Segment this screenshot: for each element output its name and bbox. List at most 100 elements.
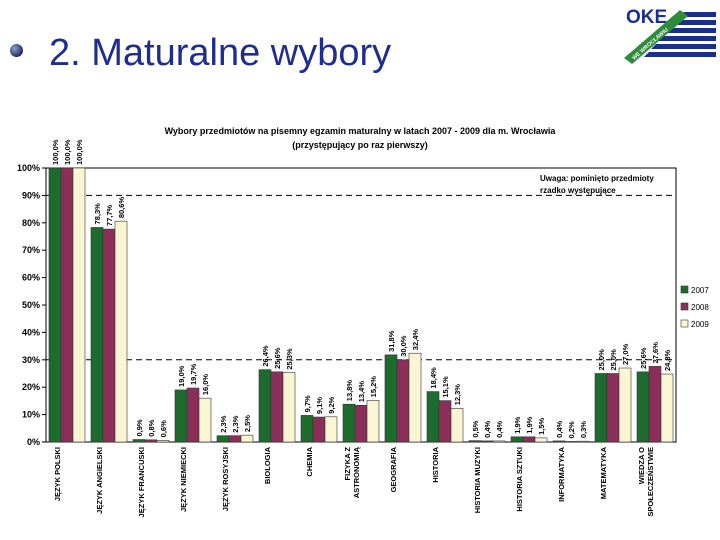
data-label: 19,7% <box>189 363 198 385</box>
bar-2007 <box>594 373 608 443</box>
chart-plot-area: 0% 10% 20% 30% 40% 50% 60% 70% 80% 90% 100% <box>17 163 677 447</box>
bar-2009 <box>114 220 128 443</box>
bar-2007 <box>258 369 272 443</box>
slide-title: 2. Maturalne wybory <box>10 32 391 75</box>
data-label: 26,4% <box>261 345 270 367</box>
bar-2009 <box>660 373 674 443</box>
x-tick-label: JĘZYK ROSYJSKI <box>221 447 230 511</box>
y-tick-label: 10% <box>22 410 40 420</box>
chart-annotation-line-2: rzadko występujące <box>540 186 616 195</box>
data-label: 32,4% <box>411 329 420 351</box>
data-label: 2,3% <box>231 415 240 432</box>
data-label: 0,5% <box>471 420 480 437</box>
bullet-icon <box>10 44 23 58</box>
bar-2008 <box>396 359 410 443</box>
data-label: 12,3% <box>453 384 462 406</box>
data-label: 0,4% <box>555 420 564 437</box>
data-label: 25,0% <box>597 349 606 371</box>
data-label: 0,9% <box>135 419 144 436</box>
chart-title: Wybory przedmiotów na pisemny egzamin ma… <box>165 126 557 136</box>
bar-2008 <box>186 387 200 443</box>
bar-2009 <box>156 440 170 443</box>
x-tick-label: JĘZYK NIEMIECKI <box>179 447 188 512</box>
bar-2008 <box>438 400 452 443</box>
chart-annotation-line-1: Uwaga: pominięto przedmioty <box>540 174 654 183</box>
logo-stripes <box>644 12 716 57</box>
data-label: 1,5% <box>537 417 546 434</box>
data-label: 24,8% <box>663 349 672 371</box>
bar-2008 <box>354 404 368 443</box>
bar-2008 <box>312 416 326 443</box>
data-label: 15,1% <box>441 376 450 398</box>
data-label: 9,7% <box>303 395 312 412</box>
y-tick-label: 30% <box>22 355 40 365</box>
y-tick-label: 50% <box>22 300 40 310</box>
bar-2008 <box>606 373 620 443</box>
data-label: 15,2% <box>369 376 378 398</box>
data-label: 80,6% <box>117 197 126 219</box>
legend-swatch <box>680 319 689 328</box>
x-tick-label: ASTRONOMIĄ <box>352 446 361 498</box>
y-tick-label: 90% <box>22 190 40 200</box>
data-label: 13,4% <box>357 381 366 403</box>
x-tick-label: JĘZYK ANGIELSKI <box>95 447 104 514</box>
x-tick-label: HISTORIA <box>431 446 440 482</box>
data-label: 25,0% <box>609 349 618 371</box>
bar-2008 <box>228 435 242 443</box>
x-tick-label: FIZYKA Z <box>343 447 352 481</box>
bar-2009 <box>576 440 590 443</box>
data-label: 1,9% <box>525 416 534 433</box>
bar-2009 <box>492 440 506 443</box>
bar-2009 <box>198 397 212 443</box>
bar-2007 <box>426 391 440 443</box>
bar-2007 <box>174 389 188 443</box>
bar-2009 <box>324 416 338 443</box>
bar-2007 <box>342 403 356 443</box>
data-label: 19,0% <box>177 365 186 387</box>
x-tick-label: JĘZYK FRANCUSKI <box>137 447 146 517</box>
data-label: 100,0% <box>75 139 84 165</box>
x-tick-label: BIOLOGIA <box>263 446 272 484</box>
x-tick-label: WIEDZA O <box>637 447 646 484</box>
data-label: 1,9% <box>513 416 522 433</box>
legend-label: 2009 <box>691 320 709 329</box>
bar-2008 <box>60 167 74 443</box>
bar-2007 <box>510 436 524 443</box>
data-label: 0,4% <box>495 420 504 437</box>
data-label: 0,8% <box>147 419 156 436</box>
data-label: 25,6% <box>273 347 282 369</box>
bar-2009 <box>618 367 632 443</box>
data-label: 2,3% <box>219 415 228 432</box>
legend-label: 2008 <box>691 303 709 312</box>
bar-2009 <box>72 167 86 443</box>
data-label: 9,1% <box>315 397 324 414</box>
data-label: 31,8% <box>387 330 396 352</box>
logo-ribbon <box>624 10 688 64</box>
data-label: 25,6% <box>639 347 648 369</box>
bar-2007 <box>552 440 566 443</box>
data-label: 25,3% <box>285 348 294 370</box>
x-tick-label: HISTORIA MUZYKI <box>473 447 482 513</box>
data-label: 27,6% <box>651 342 660 364</box>
bar-2007 <box>300 415 314 443</box>
data-label: 78,3% <box>93 203 102 225</box>
data-label: 2,5% <box>243 415 252 432</box>
bar-2008 <box>522 436 536 443</box>
x-tick-label: SPOŁECZEŃSTWIE <box>646 447 655 517</box>
data-label: 77,7% <box>105 205 114 227</box>
data-label: 16,0% <box>201 374 210 396</box>
bar-2008 <box>144 439 158 443</box>
bar-2007 <box>384 354 398 443</box>
y-tick-label: 70% <box>22 245 40 255</box>
bar-2008 <box>564 441 578 443</box>
legend-label: 2007 <box>691 286 709 295</box>
x-tick-label: GEOGRAFIA <box>389 446 398 492</box>
data-label: 9,2% <box>327 396 336 413</box>
legend-swatch <box>680 285 689 294</box>
chart-subtitle: (przystępujący po raz pierwszy) <box>292 140 428 150</box>
bar-2009 <box>240 434 254 443</box>
data-label: 13,8% <box>345 380 354 402</box>
bar-2007 <box>48 167 62 443</box>
bar-2008 <box>648 366 662 443</box>
